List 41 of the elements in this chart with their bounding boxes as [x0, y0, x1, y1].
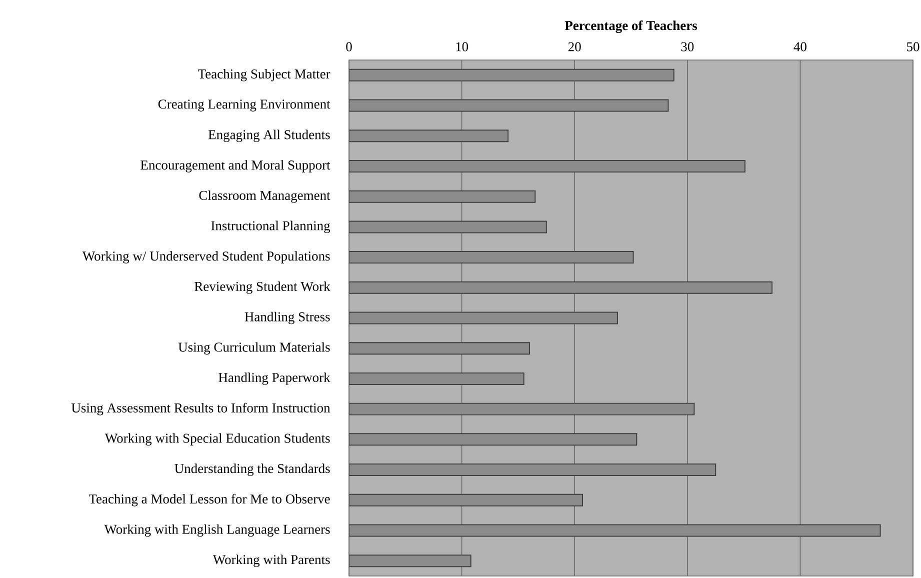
bar: [349, 251, 634, 264]
y-tick-label: Working with English Language Learners: [104, 524, 330, 537]
y-tick-label: Instructional Planning: [211, 220, 330, 234]
bar: [349, 99, 669, 112]
bar: [349, 68, 674, 82]
y-tick-label: Engaging All Students: [208, 130, 330, 142]
y-tick-label: Working w/ Underserved Student Populations: [82, 251, 330, 264]
y-tick-label: Handling Paperwork: [218, 372, 330, 385]
y-tick-label: Using Assessment Results to Inform Instruction: [71, 402, 330, 416]
y-tick-label: Creating Learning Environment: [158, 100, 330, 112]
y-tick-label: Using Curriculum Materials: [178, 342, 330, 354]
y-tick-label: Encouragement and Moral Support: [140, 160, 330, 172]
bar: [349, 312, 618, 324]
x-tick-label: 10: [456, 42, 468, 52]
bar: [349, 160, 746, 172]
y-tick-label: Working with Parents: [212, 554, 330, 567]
bar: [349, 220, 547, 234]
y-tick-label: Working with Special Education Students: [104, 433, 330, 446]
bar: [349, 433, 638, 446]
bar: [349, 524, 881, 537]
y-tick-label: Understanding the Standards: [174, 464, 330, 476]
bar: [349, 372, 524, 385]
bar: [349, 281, 772, 294]
x-tick-label: 20: [568, 42, 581, 52]
bar: [349, 130, 509, 142]
x-tick-label: 50: [907, 42, 920, 52]
bar: [349, 402, 695, 416]
bar: [349, 554, 472, 568]
x-tick-label: 30: [681, 42, 694, 52]
bar: [349, 494, 583, 506]
y-tick-label: Teaching a Model Lesson for Me to Observe: [88, 494, 330, 506]
y-tick-label: Classroom Management: [199, 190, 330, 203]
x-tick-label: 40: [794, 42, 806, 52]
y-tick-label: Reviewing Student Work: [194, 282, 330, 294]
y-tick-label: Teaching Subject Matter: [198, 69, 330, 82]
bar: [349, 464, 716, 476]
bar: [349, 342, 530, 355]
bar: [349, 190, 536, 203]
y-tick-label: Handling Stress: [244, 312, 330, 324]
x-axis-title: Percentage of Teachers: [564, 20, 698, 33]
x-tick-label: 0: [346, 42, 352, 52]
